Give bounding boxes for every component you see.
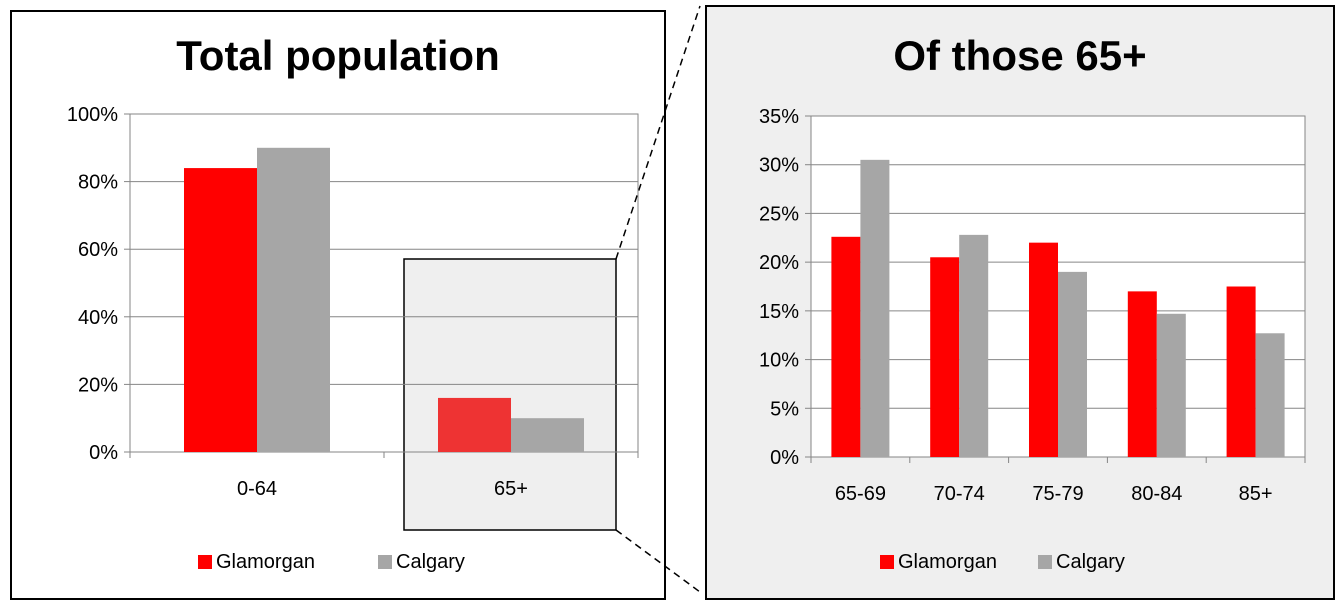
right-y-tick-label: 15% — [759, 301, 799, 323]
right-chart-title: Of those 65+ — [893, 32, 1146, 79]
left-bar-glamorgan-65+ — [438, 397, 511, 452]
left-legend-swatch-calgary — [378, 555, 392, 569]
left-legend-swatch-glamorgan — [198, 555, 212, 569]
right-bar-calgary-75-79 — [1058, 271, 1087, 457]
right-bar-glamorgan-85+ — [1226, 286, 1256, 457]
left-legend-label-glamorgan: Glamorgan — [216, 551, 315, 573]
right-bar-calgary-70-74 — [959, 234, 989, 457]
right-x-tick-label: 70-74 — [934, 483, 985, 505]
left-x-tick-label: 65+ — [494, 478, 528, 500]
right-y-tick-label: 25% — [759, 203, 799, 225]
right-bar-glamorgan-70-74 — [930, 257, 960, 457]
left-y-tick-label: 0% — [89, 442, 118, 464]
right-x-tick-label: 75-79 — [1032, 483, 1083, 505]
right-legend-swatch-calgary — [1038, 555, 1052, 569]
right-x-tick-label: 85+ — [1239, 483, 1273, 505]
right-y-tick-label: 5% — [770, 398, 799, 420]
right-bar-calgary-80-84 — [1156, 313, 1186, 457]
left-y-tick-label: 40% — [78, 307, 118, 329]
65plus-highlight-box — [403, 258, 617, 531]
right-y-tick-label: 35% — [759, 106, 799, 128]
left-y-tick-label: 60% — [78, 239, 118, 261]
right-legend-swatch-glamorgan — [880, 555, 894, 569]
left-bar-calgary-65+ — [511, 418, 584, 452]
right-bar-calgary-85+ — [1255, 333, 1285, 457]
right-x-tick-label: 80-84 — [1131, 483, 1182, 505]
right-legend-label-calgary: Calgary — [1056, 551, 1125, 573]
right-bar-glamorgan-65-69 — [831, 236, 861, 457]
right-y-tick-label: 20% — [759, 252, 799, 274]
left-bar-glamorgan-0-64 — [184, 168, 257, 452]
left-y-tick-label: 80% — [78, 172, 118, 194]
left-legend-label-calgary: Calgary — [396, 551, 465, 573]
right-y-tick-label: 30% — [759, 155, 799, 177]
right-bar-calgary-65-69 — [860, 159, 890, 458]
left-y-tick-label: 100% — [67, 104, 118, 126]
connector-line-top — [615, 5, 701, 260]
right-bar-glamorgan-75-79 — [1029, 242, 1058, 457]
left-x-tick-label: 0-64 — [237, 478, 277, 500]
right-x-tick-label: 65-69 — [835, 483, 886, 505]
right-bar-glamorgan-80-84 — [1127, 291, 1157, 457]
right-y-tick-label: 0% — [770, 447, 799, 469]
left-y-tick-label: 20% — [78, 374, 118, 396]
left-chart-title: Total population — [176, 32, 500, 79]
left-bar-calgary-0-64 — [257, 147, 330, 453]
connector-line-bottom — [615, 529, 701, 593]
right-legend-label-glamorgan: Glamorgan — [898, 551, 997, 573]
right-y-tick-label: 10% — [759, 350, 799, 372]
